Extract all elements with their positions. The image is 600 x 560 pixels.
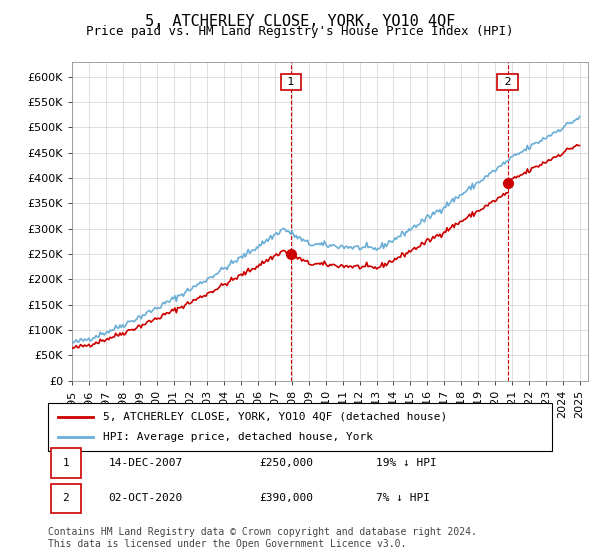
Text: 2: 2 bbox=[500, 77, 515, 87]
Text: 5, ATCHERLEY CLOSE, YORK, YO10 4QF: 5, ATCHERLEY CLOSE, YORK, YO10 4QF bbox=[145, 14, 455, 29]
FancyBboxPatch shape bbox=[48, 403, 552, 451]
Text: 7% ↓ HPI: 7% ↓ HPI bbox=[376, 493, 430, 503]
Text: 02-OCT-2020: 02-OCT-2020 bbox=[109, 493, 183, 503]
Text: Price paid vs. HM Land Registry's House Price Index (HPI): Price paid vs. HM Land Registry's House … bbox=[86, 25, 514, 38]
Text: 5, ATCHERLEY CLOSE, YORK, YO10 4QF (detached house): 5, ATCHERLEY CLOSE, YORK, YO10 4QF (deta… bbox=[103, 412, 448, 422]
Text: 1: 1 bbox=[62, 458, 69, 468]
Text: £250,000: £250,000 bbox=[260, 458, 314, 468]
Text: HPI: Average price, detached house, York: HPI: Average price, detached house, York bbox=[103, 432, 373, 442]
Text: 1: 1 bbox=[284, 77, 298, 87]
Text: Contains HM Land Registry data © Crown copyright and database right 2024.
This d: Contains HM Land Registry data © Crown c… bbox=[48, 527, 477, 549]
Text: 19% ↓ HPI: 19% ↓ HPI bbox=[376, 458, 436, 468]
FancyBboxPatch shape bbox=[50, 484, 81, 513]
FancyBboxPatch shape bbox=[50, 448, 81, 478]
Text: 2: 2 bbox=[62, 493, 69, 503]
Text: 14-DEC-2007: 14-DEC-2007 bbox=[109, 458, 183, 468]
Text: £390,000: £390,000 bbox=[260, 493, 314, 503]
